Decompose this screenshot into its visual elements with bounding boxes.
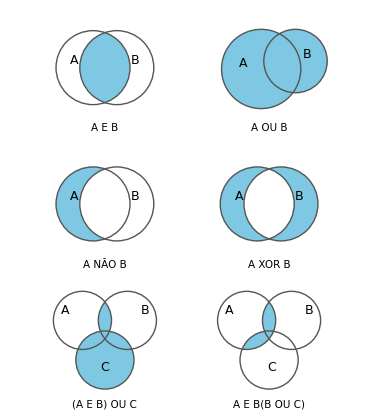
Text: B: B (295, 190, 304, 203)
Text: B: B (131, 54, 140, 67)
Text: A: A (239, 57, 248, 70)
Circle shape (80, 31, 154, 105)
Text: A OU B: A OU B (251, 123, 287, 133)
Text: B: B (141, 304, 149, 317)
Circle shape (80, 167, 154, 241)
Circle shape (98, 291, 156, 349)
Text: A: A (61, 304, 69, 317)
Text: A NÃO B: A NÃO B (83, 260, 127, 270)
Text: A E B(B OU C): A E B(B OU C) (233, 400, 305, 410)
Circle shape (76, 331, 134, 389)
Circle shape (263, 291, 321, 349)
Circle shape (244, 167, 318, 241)
Circle shape (76, 331, 134, 389)
Text: A: A (70, 54, 79, 67)
Circle shape (56, 31, 130, 105)
Text: A: A (70, 190, 79, 203)
Text: A: A (225, 304, 233, 317)
Circle shape (220, 167, 294, 241)
Text: B: B (305, 304, 313, 317)
Text: C: C (268, 361, 276, 374)
Circle shape (56, 167, 130, 241)
Text: B: B (131, 190, 140, 203)
Text: (A E B) OU C: (A E B) OU C (73, 400, 137, 410)
Text: B: B (302, 48, 311, 61)
Circle shape (218, 291, 276, 349)
Text: A: A (234, 190, 243, 203)
Text: C: C (101, 361, 109, 374)
Text: A XOR B: A XOR B (248, 260, 290, 270)
Circle shape (98, 291, 156, 349)
Circle shape (53, 291, 111, 349)
Circle shape (240, 331, 298, 389)
Circle shape (221, 29, 301, 108)
Circle shape (244, 167, 318, 241)
Text: A E B: A E B (91, 123, 119, 133)
Circle shape (240, 331, 298, 389)
Circle shape (264, 29, 327, 93)
Circle shape (80, 31, 154, 105)
Circle shape (263, 291, 321, 349)
